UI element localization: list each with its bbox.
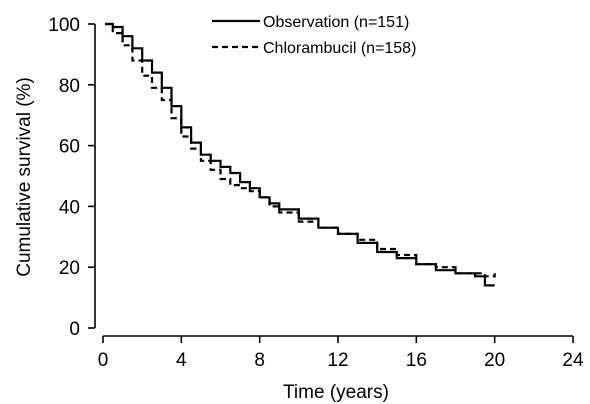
x-axis-title: Time (years) bbox=[283, 382, 389, 403]
x-tick-label-8: 8 bbox=[254, 350, 265, 371]
y-tick-label-100: 100 bbox=[48, 15, 80, 36]
y-tick-label-40: 40 bbox=[59, 197, 80, 218]
legend-label-chlorambucil: Chlorambucil (n=158) bbox=[263, 40, 416, 57]
y-tick-label-80: 80 bbox=[59, 76, 80, 97]
legend-label-observation: Observation (n=151) bbox=[263, 14, 409, 31]
x-tick-label-0: 0 bbox=[98, 350, 109, 371]
legend: Observation (n=151) Chlorambucil (n=158) bbox=[212, 14, 416, 57]
x-tick-label-12: 12 bbox=[327, 350, 348, 371]
y-axis-title: Cumulative survival (%) bbox=[14, 77, 35, 277]
series-line-chlorambucil bbox=[105, 22, 496, 278]
x-tick-label-16: 16 bbox=[406, 350, 427, 371]
x-tick-label-24: 24 bbox=[562, 350, 584, 371]
series-line-observation bbox=[105, 22, 495, 287]
x-tick-label-4: 4 bbox=[176, 350, 187, 371]
plot-area bbox=[105, 22, 496, 287]
x-tick-label-20: 20 bbox=[484, 350, 505, 371]
y-tick-label-60: 60 bbox=[59, 137, 80, 158]
y-tick-label-20: 20 bbox=[59, 258, 80, 279]
axes: 0 20 40 60 80 100 0 4 8 12 16 20 24 bbox=[48, 15, 584, 371]
y-tick-label-0: 0 bbox=[69, 319, 80, 340]
